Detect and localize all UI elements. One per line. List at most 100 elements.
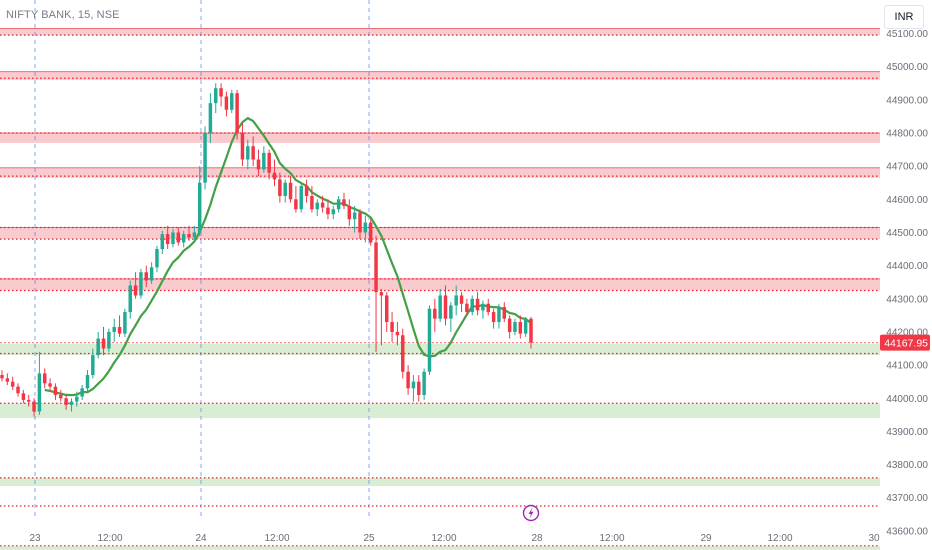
time-axis: 23 12:00 24 12:00 25 12:00 28 12:00 29 12:00 30 <box>29 533 880 544</box>
candle-body <box>171 232 175 245</box>
candle-body <box>197 182 202 233</box>
candle-body <box>37 373 42 412</box>
resistance-zone <box>0 71 880 80</box>
candle-body <box>85 375 90 389</box>
time-tick-label: 23 <box>29 533 41 544</box>
candle <box>315 199 319 216</box>
candle <box>224 91 229 117</box>
candle-body <box>438 295 442 319</box>
price-tick-label: 44500.00 <box>886 228 928 239</box>
candle-body <box>384 295 389 322</box>
candle-body <box>117 326 122 334</box>
symbol-legend[interactable]: NIFTY BANK, 15, NSE <box>6 9 120 21</box>
candle <box>256 149 261 177</box>
price-tick-label: 44400.00 <box>886 261 928 272</box>
zones-layer <box>0 28 880 550</box>
candle <box>43 368 47 389</box>
candle <box>267 149 271 180</box>
candle-body <box>310 195 314 210</box>
candle <box>144 265 149 288</box>
candle <box>91 348 95 379</box>
candle <box>401 328 405 379</box>
candle-body <box>112 326 116 332</box>
candle <box>336 195 341 213</box>
candle-body <box>401 335 405 372</box>
candle <box>379 288 384 346</box>
candle <box>352 205 357 233</box>
candle <box>208 93 213 143</box>
candle <box>320 195 325 213</box>
candle <box>288 176 293 203</box>
badges-layer <box>522 504 540 522</box>
candle-body <box>240 132 245 160</box>
lightning-glyph <box>528 507 534 519</box>
candle-body <box>32 401 36 412</box>
candle <box>390 312 394 342</box>
price-tick-label: 44700.00 <box>886 162 928 173</box>
candle-body <box>379 292 384 296</box>
candle <box>181 230 186 248</box>
candle-body <box>481 303 485 311</box>
price-tick-label: 43600.00 <box>886 526 928 537</box>
candle <box>470 295 474 316</box>
candle-body <box>144 272 149 281</box>
time-tick-label: 12:00 <box>767 533 792 544</box>
candle <box>395 321 400 346</box>
price-axis-bg <box>880 0 932 550</box>
candle <box>117 315 122 337</box>
candle-body <box>433 308 437 319</box>
price-tick-label: 44100.00 <box>886 361 928 372</box>
candle <box>384 292 389 332</box>
candle-body <box>278 179 282 196</box>
moving-average-layer <box>44 117 532 397</box>
currency-button[interactable]: INR <box>884 5 924 29</box>
candle <box>465 298 469 316</box>
candle-body <box>251 146 255 160</box>
candle-body <box>59 394 63 399</box>
candle-body <box>267 152 271 173</box>
candle <box>368 219 373 246</box>
candle <box>176 227 181 246</box>
lightning-icon[interactable] <box>522 504 540 522</box>
candle <box>5 373 10 385</box>
resistance-zone <box>0 278 880 291</box>
candle <box>481 300 485 319</box>
candle <box>123 308 127 337</box>
candle-body <box>256 159 261 170</box>
candle-body <box>160 234 165 250</box>
candle <box>37 351 42 415</box>
candle-body <box>203 132 207 183</box>
price-tick-label: 44800.00 <box>886 128 928 139</box>
price-tick-label: 43900.00 <box>886 427 928 438</box>
candle-body <box>395 331 400 336</box>
candle <box>240 123 245 167</box>
price-tick-label: 44600.00 <box>886 195 928 206</box>
candle-body <box>187 234 191 238</box>
candle <box>310 186 314 213</box>
price-tick-label: 44900.00 <box>886 95 928 106</box>
time-tick-label: 12:00 <box>431 533 456 544</box>
candle-body <box>523 318 528 334</box>
candle <box>155 245 159 273</box>
candle-body <box>219 88 223 97</box>
candle <box>475 292 480 316</box>
candles-layer <box>0 83 533 417</box>
price-tick-label: 45100.00 <box>886 29 928 40</box>
symbol-title: NIFTY BANK, 15, NSE <box>6 9 120 21</box>
candle-body <box>374 242 378 293</box>
candle <box>486 298 490 316</box>
candle-body <box>181 234 186 243</box>
candle <box>171 229 175 248</box>
candle-body <box>443 295 448 319</box>
support-zone <box>0 477 880 487</box>
price-tick-label: 43800.00 <box>886 460 928 471</box>
time-tick-label: 12:00 <box>599 533 624 544</box>
candle-body <box>507 318 512 332</box>
candle <box>518 315 523 339</box>
candle-body <box>230 93 234 110</box>
candle <box>347 199 352 226</box>
candle <box>187 225 191 241</box>
